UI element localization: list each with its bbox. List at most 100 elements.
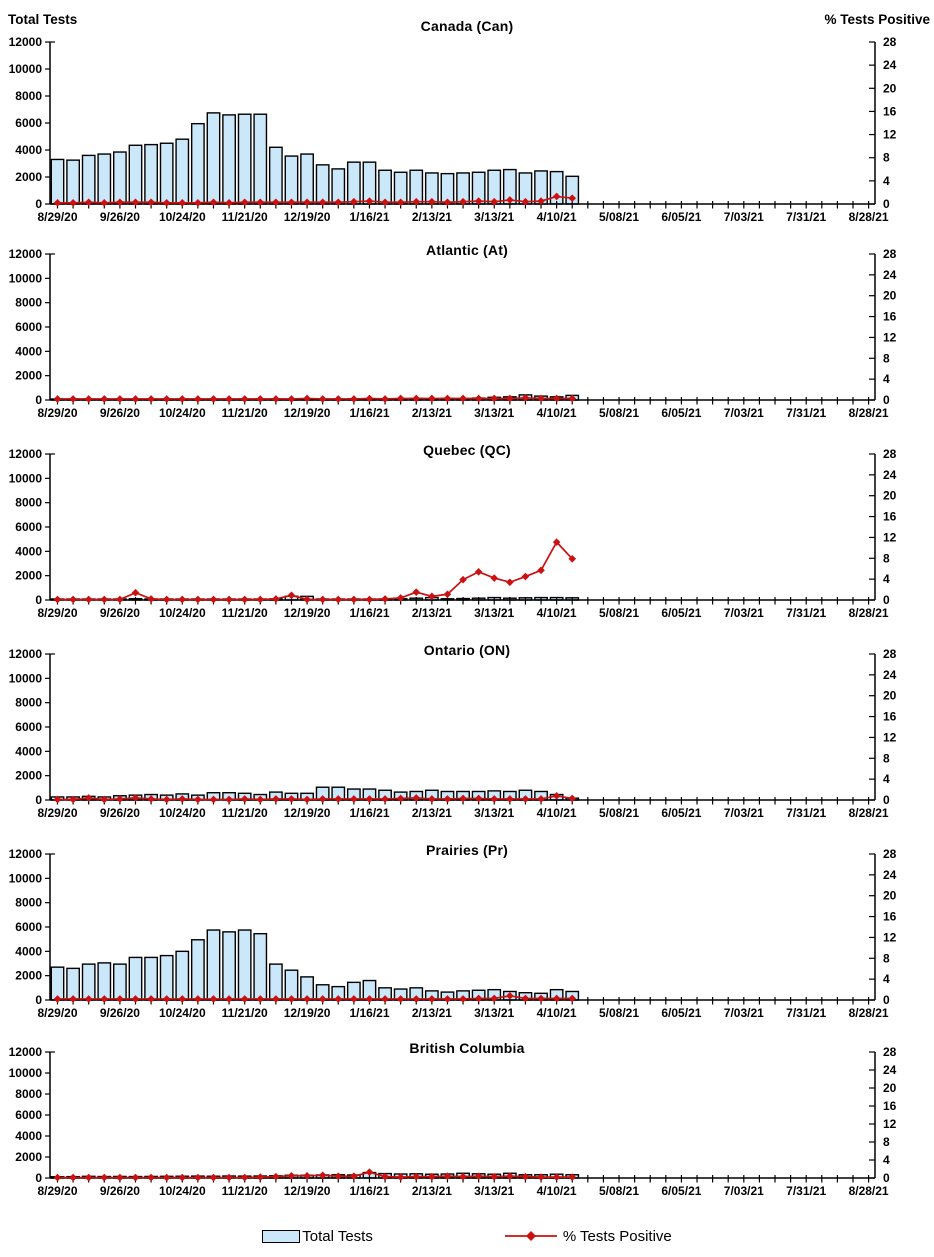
x-tick-label: 9/26/20 <box>100 406 140 420</box>
left-axis-tick-label: 10000 <box>9 271 43 285</box>
pct-positive-point-week-16 <box>303 995 311 1003</box>
x-tick-label: 7/03/21 <box>724 806 764 820</box>
right-axis-tick-label: 12 <box>883 930 897 944</box>
right-axis-tick-label: 28 <box>883 447 897 461</box>
pct-positive-point-week-15 <box>287 591 296 600</box>
right-axis-tick-label: 16 <box>883 104 897 118</box>
pct-positive-point-week-6 <box>147 395 155 403</box>
pct-positive-point-week-16 <box>303 595 311 604</box>
pct-positive-point-week-15 <box>287 795 296 803</box>
bar-week-19 <box>346 161 361 205</box>
bar-week-0 <box>50 966 65 1001</box>
total-tests-swatch-icon <box>262 1229 301 1243</box>
bar-week-8 <box>175 950 190 1001</box>
pct-positive-point-week-4 <box>116 395 124 403</box>
pct-positive-point-week-19 <box>350 197 358 206</box>
x-tick-label: 12/19/20 <box>284 406 331 420</box>
left-axis-tick-label: 12000 <box>9 35 43 49</box>
panel-prairies: Prairies (Pr) 8/29/20 9/26/20 10/24/20 11/2… <box>0 826 934 1026</box>
pct-positive-point-week-12 <box>240 1173 249 1182</box>
pct-positive-point-week-8 <box>178 395 187 403</box>
right-axis-tick-label: 24 <box>883 1063 897 1077</box>
x-tick-label: 8/29/20 <box>37 606 77 620</box>
right-axis-tick-label: 0 <box>883 197 890 211</box>
pct-positive-point-week-10 <box>209 395 218 403</box>
bar-week-15 <box>284 155 299 205</box>
pct-positive-point-week-16 <box>303 795 311 804</box>
pct-positive-point-week-28 <box>490 1172 499 1181</box>
pct-positive-point-week-5 <box>131 198 140 207</box>
bar-week-11 <box>222 114 236 205</box>
x-tick-label: 10/24/20 <box>159 406 206 420</box>
pct-positive-point-week-13 <box>256 595 265 604</box>
pct-positive-point-week-23 <box>412 394 421 403</box>
x-tick-label: 4/10/21 <box>537 406 577 420</box>
bar-week-7 <box>159 142 174 205</box>
x-tick-label: 1/16/21 <box>349 406 389 420</box>
x-tick-label: 12/19/20 <box>284 1006 331 1020</box>
pct-positive-point-week-26 <box>459 1172 467 1181</box>
x-tick-label: 6/05/21 <box>661 406 701 420</box>
pct-positive-point-week-5 <box>131 395 140 403</box>
pct-positive-point-week-25 <box>443 394 452 403</box>
pct-positive-point-week-22 <box>396 1173 405 1181</box>
pct-positive-point-week-33 <box>568 1173 577 1181</box>
right-axis-tick-label: 0 <box>883 793 890 807</box>
left-axis-tick-label: 4000 <box>15 1129 42 1143</box>
x-tick-label: 9/26/20 <box>100 806 140 820</box>
bar-week-14 <box>268 146 283 205</box>
pct-positive-point-week-16 <box>303 1171 311 1180</box>
pct-positive-line <box>57 195 573 204</box>
x-tick-label: 3/13/21 <box>474 210 514 224</box>
pct-positive-point-week-24 <box>428 1172 436 1181</box>
left-axis-tick-label: 10000 <box>9 62 43 76</box>
pct-positive-point-week-27 <box>474 568 483 576</box>
right-axis-tick-label: 24 <box>883 868 897 882</box>
pct-positive-point-week-20 <box>365 1168 374 1176</box>
pct-positive-line <box>57 397 573 400</box>
right-axis-tick-label: 28 <box>883 847 897 861</box>
right-axis-tick-label: 8 <box>883 351 890 365</box>
pct-positive-point-week-29 <box>506 394 514 403</box>
bar-week-5 <box>128 956 143 1001</box>
pct-positive-point-week-18 <box>334 198 343 207</box>
pct-positive-point-week-17 <box>318 995 327 1003</box>
pct-positive-point-week-32 <box>552 192 561 201</box>
pct-positive-point-week-20 <box>365 795 374 803</box>
pct-positive-point-week-33 <box>568 394 577 403</box>
pct-positive-point-week-23 <box>412 1172 421 1181</box>
pct-positive-point-week-5 <box>131 794 140 802</box>
left-axis-tick-label: 4000 <box>15 744 42 758</box>
x-tick-label: 9/26/20 <box>100 606 140 620</box>
pct-positive-point-week-3 <box>100 795 109 804</box>
right-axis-tick-label: 0 <box>883 1171 890 1185</box>
pct-positive-point-week-5 <box>131 995 140 1003</box>
left-axis-tick-label: 0 <box>35 993 42 1007</box>
right-axis-tick-label: 12 <box>883 128 897 142</box>
pct-positive-point-week-14 <box>272 395 280 403</box>
pct-positive-point-week-27 <box>474 1172 483 1180</box>
pct-positive-line <box>57 1171 573 1179</box>
x-tick-label: 4/10/21 <box>537 1184 577 1198</box>
right-axis-tick-label: 16 <box>883 710 897 724</box>
pct-positive-point-week-21 <box>381 1172 389 1181</box>
x-tick-label: 1/16/21 <box>349 606 389 620</box>
bar-week-1 <box>66 159 81 205</box>
pct-positive-point-week-22 <box>396 995 405 1003</box>
pct-positive-point-week-18 <box>334 595 343 604</box>
pct-positive-point-week-10 <box>209 595 218 604</box>
left-axis-tick-label: 12000 <box>9 847 43 861</box>
pct-positive-point-week-1 <box>69 1173 77 1182</box>
pct-positive-point-week-6 <box>147 795 155 803</box>
chart-ontario: 8/29/20 9/26/20 10/24/20 11/21/20 12/19/20 1/… <box>9 647 897 820</box>
pct-positive-point-week-18 <box>334 395 343 403</box>
pct-positive-point-week-19 <box>350 995 358 1003</box>
pct-positive-point-week-10 <box>209 995 218 1003</box>
pct-positive-line-icon <box>504 1231 557 1241</box>
pct-positive-point-week-20 <box>365 595 374 604</box>
pct-positive-point-week-11 <box>225 199 233 207</box>
x-tick-label: 10/24/20 <box>159 1184 206 1198</box>
right-axis-tick-label: 4 <box>883 372 890 386</box>
bar-week-13 <box>253 932 268 1001</box>
chart-prairies: 8/29/20 9/26/20 10/24/20 11/21/20 12/19/20 1/… <box>9 847 897 1020</box>
